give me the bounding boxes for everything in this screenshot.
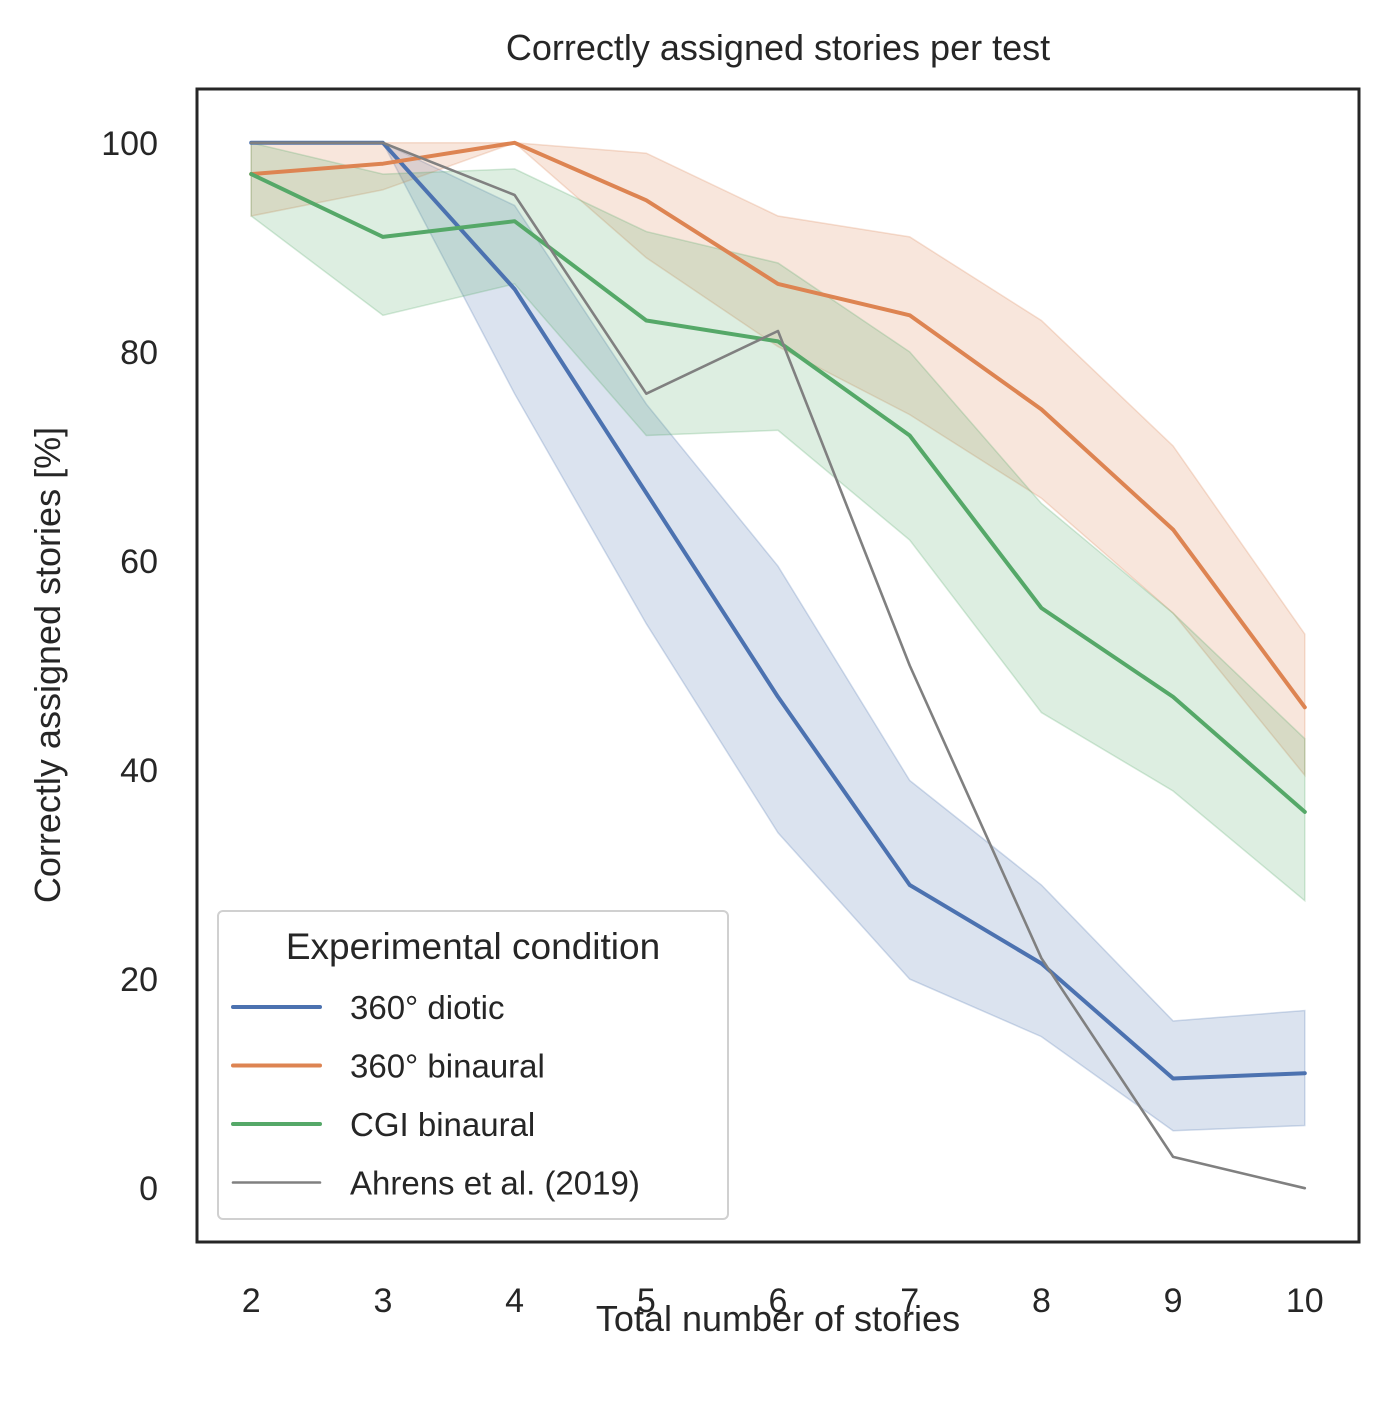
x-tick-label: 10 — [1286, 1282, 1324, 1320]
legend-items: 360° diotic 360° binaural CGI binaural Ahre… — [231, 989, 640, 1202]
y-tick-label: 20 — [120, 961, 158, 999]
y-tick-label: 40 — [120, 752, 158, 790]
y-tick-label: 0 — [139, 1170, 158, 1208]
chart-title: Correctly assigned stories per test — [506, 27, 1050, 68]
x-tick-label: 2 — [242, 1282, 261, 1320]
plot-frame — [195, 87, 1361, 1244]
legend-label-cgi-binaural: CGI binaural — [350, 1106, 535, 1143]
legend-label-360-diotic: 360° diotic — [350, 989, 504, 1026]
x-tick-label: 6 — [769, 1282, 788, 1320]
x-tick-label: 3 — [373, 1282, 392, 1320]
x-tick-label: 9 — [1164, 1282, 1183, 1320]
y-axis-ticks: 0 20 40 60 80 100 — [101, 125, 158, 1208]
x-axis-label: Total number of stories — [596, 1298, 960, 1339]
y-axis-label: Correctly assigned stories [%] — [27, 427, 68, 903]
x-tick-label: 7 — [900, 1282, 919, 1320]
series-lines — [249, 140, 1307, 1190]
legend-box — [217, 910, 729, 1220]
x-tick-label: 5 — [637, 1282, 656, 1320]
ci-band-cgi-binaural — [250, 141, 1306, 903]
ci-band-360-diotic — [251, 142, 1306, 1132]
y-tick-label: 60 — [120, 543, 158, 581]
x-axis-ticks: 2 3 4 5 6 7 8 9 10 — [242, 1282, 1324, 1320]
legend-title: Experimental condition — [286, 926, 660, 967]
y-tick-label: 80 — [120, 334, 158, 372]
x-tick-label: 4 — [505, 1282, 524, 1320]
legend: Experimental condition 360° diotic 360° b… — [217, 910, 729, 1220]
x-tick-label: 8 — [1032, 1282, 1051, 1320]
legend-label-ahrens-et-al-2019: Ahrens et al. (2019) — [350, 1165, 640, 1202]
y-tick-label: 100 — [101, 125, 158, 163]
legend-label-360-binaural: 360° binaural — [350, 1048, 545, 1085]
